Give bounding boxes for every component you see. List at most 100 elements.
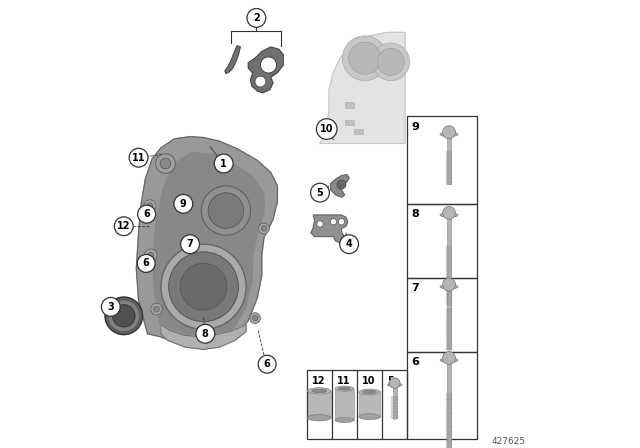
- Text: 5: 5: [387, 376, 394, 386]
- Circle shape: [168, 252, 239, 322]
- Text: 10: 10: [320, 124, 333, 134]
- Circle shape: [196, 324, 215, 343]
- Circle shape: [443, 352, 456, 365]
- Bar: [407, 116, 477, 204]
- Text: 10: 10: [362, 376, 376, 386]
- Circle shape: [443, 207, 456, 220]
- Bar: [307, 391, 331, 418]
- Circle shape: [180, 263, 227, 310]
- Circle shape: [261, 226, 267, 231]
- Circle shape: [108, 300, 140, 332]
- Circle shape: [214, 154, 233, 173]
- Text: 8: 8: [202, 329, 209, 339]
- Circle shape: [115, 217, 133, 236]
- Circle shape: [247, 9, 266, 27]
- Polygon shape: [331, 175, 349, 197]
- Circle shape: [208, 193, 244, 228]
- Text: 5: 5: [317, 188, 323, 198]
- Bar: [407, 278, 477, 352]
- Ellipse shape: [387, 383, 402, 387]
- Ellipse shape: [312, 389, 327, 393]
- Polygon shape: [136, 137, 278, 349]
- Circle shape: [377, 48, 404, 75]
- Circle shape: [150, 303, 163, 315]
- Ellipse shape: [440, 132, 458, 137]
- Circle shape: [443, 278, 456, 291]
- Circle shape: [258, 355, 276, 373]
- Text: 7: 7: [411, 283, 419, 293]
- Ellipse shape: [307, 388, 331, 394]
- Ellipse shape: [447, 349, 451, 350]
- Text: 427625: 427625: [492, 437, 526, 446]
- Ellipse shape: [392, 418, 397, 419]
- Circle shape: [349, 42, 381, 74]
- Bar: [447, 134, 451, 184]
- Circle shape: [317, 221, 323, 227]
- Text: 12: 12: [312, 376, 325, 386]
- Ellipse shape: [359, 414, 380, 420]
- Circle shape: [250, 313, 260, 323]
- Circle shape: [101, 297, 120, 316]
- Bar: [335, 389, 354, 420]
- Circle shape: [255, 76, 266, 87]
- Text: 4: 4: [346, 239, 353, 249]
- Text: 11: 11: [337, 376, 350, 386]
- Text: 7: 7: [187, 239, 193, 249]
- Text: 3: 3: [108, 302, 114, 312]
- Bar: [353, 129, 362, 134]
- Text: 11: 11: [132, 153, 145, 163]
- Bar: [447, 360, 451, 448]
- Text: 12: 12: [117, 221, 131, 231]
- Circle shape: [137, 254, 155, 272]
- Circle shape: [129, 148, 148, 167]
- Ellipse shape: [440, 213, 458, 217]
- Bar: [359, 392, 380, 417]
- Ellipse shape: [363, 390, 376, 394]
- Circle shape: [105, 297, 143, 335]
- Bar: [345, 120, 354, 125]
- Polygon shape: [311, 215, 348, 243]
- Ellipse shape: [335, 418, 354, 422]
- Polygon shape: [161, 325, 246, 349]
- Circle shape: [160, 158, 171, 169]
- Text: 9: 9: [411, 122, 419, 132]
- Circle shape: [259, 223, 269, 234]
- Polygon shape: [154, 152, 264, 338]
- Ellipse shape: [359, 389, 380, 395]
- Polygon shape: [248, 47, 284, 93]
- Text: 6: 6: [143, 209, 150, 219]
- Circle shape: [372, 43, 410, 81]
- Circle shape: [138, 205, 156, 223]
- Circle shape: [260, 57, 276, 73]
- Text: 2: 2: [253, 13, 260, 23]
- Ellipse shape: [335, 386, 354, 391]
- Circle shape: [143, 200, 156, 212]
- Bar: [407, 352, 477, 439]
- Circle shape: [310, 183, 330, 202]
- Text: 9: 9: [180, 199, 187, 209]
- Circle shape: [147, 203, 153, 209]
- Text: 6: 6: [264, 359, 271, 369]
- Text: 1: 1: [220, 159, 227, 168]
- Bar: [307, 370, 408, 439]
- Ellipse shape: [339, 387, 351, 390]
- Ellipse shape: [447, 304, 451, 306]
- Circle shape: [145, 249, 157, 262]
- Text: 8: 8: [411, 209, 419, 219]
- Circle shape: [339, 219, 345, 225]
- Circle shape: [148, 252, 154, 258]
- Bar: [407, 204, 477, 278]
- Circle shape: [154, 306, 159, 312]
- Circle shape: [174, 194, 193, 213]
- Ellipse shape: [447, 183, 451, 185]
- Polygon shape: [225, 46, 240, 73]
- Bar: [393, 385, 397, 418]
- Circle shape: [252, 315, 258, 321]
- Circle shape: [443, 126, 456, 139]
- Circle shape: [330, 219, 337, 225]
- Circle shape: [316, 119, 337, 139]
- Circle shape: [390, 378, 400, 388]
- Circle shape: [340, 235, 358, 254]
- Text: 6: 6: [411, 357, 419, 367]
- Circle shape: [156, 154, 175, 173]
